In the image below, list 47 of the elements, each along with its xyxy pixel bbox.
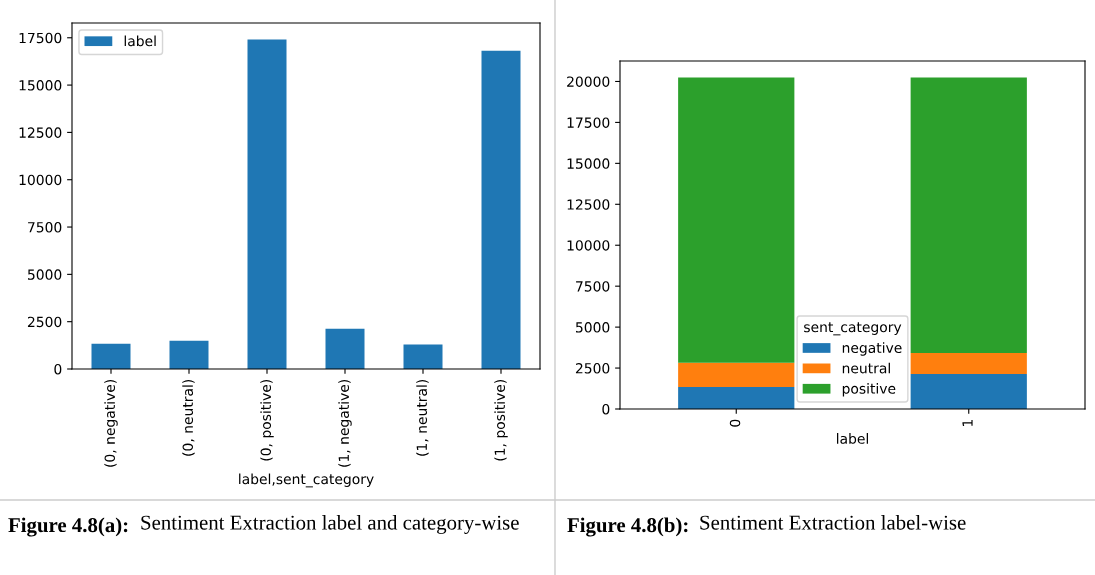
x-tick-label: (1, negative) — [338, 379, 352, 467]
bar — [678, 362, 795, 388]
legend-label: label — [124, 35, 156, 47]
y-tick-label: 5000 — [28, 269, 62, 280]
y-tick-label: 10000 — [567, 240, 610, 251]
bar — [91, 343, 131, 369]
x-tick-label: (0, neutral) — [182, 379, 195, 456]
bar — [910, 352, 1027, 375]
bar — [325, 328, 365, 369]
y-tick-label: 7500 — [576, 281, 610, 292]
bar — [169, 340, 209, 369]
x-tick-label: (0, positive) — [260, 379, 274, 461]
x-tick-label: (1, neutral) — [416, 379, 429, 456]
y-tick-label: 20000 — [567, 76, 610, 87]
y-tick-label: 15000 — [19, 80, 62, 91]
y-tick-label: 15000 — [567, 158, 610, 169]
x-tick-label: (1, positive) — [494, 379, 508, 461]
x-axis-title: label,sent_category — [239, 473, 374, 488]
legend-label: negative — [842, 342, 902, 356]
bar — [481, 50, 521, 369]
y-tick-label: 0 — [602, 403, 610, 415]
text: Sentiment Extraction label and category-wise — [141, 515, 519, 534]
y-tick-label: 12500 — [19, 127, 62, 138]
bar — [910, 77, 1027, 353]
y-tick-label: 2500 — [27, 316, 62, 328]
bar — [678, 387, 795, 409]
bar — [403, 344, 443, 369]
y-tick-label: 17500 — [19, 32, 62, 44]
y-tick-label: 12500 — [567, 199, 610, 210]
y-tick-label: 7500 — [28, 222, 62, 233]
legend-label: neutral — [842, 362, 890, 374]
text: Sentiment Extraction label-wise — [700, 515, 966, 530]
bar — [678, 77, 795, 363]
y-tick-label: 5000 — [576, 322, 610, 333]
x-axis-title: label — [837, 433, 868, 444]
y-tick-label: 0 — [54, 363, 62, 375]
x-tick-label: 0 — [729, 419, 741, 427]
x-tick-label: (0, negative) — [104, 379, 118, 467]
y-tick-label: 10000 — [19, 174, 62, 186]
y-tick-label: 2500 — [575, 363, 610, 374]
y-tick-label: 17500 — [567, 117, 610, 128]
legend-title: sent_category — [804, 322, 902, 336]
x-tick-label: 1 — [962, 420, 973, 427]
legend-label: positive — [842, 383, 896, 397]
caption: Figure 4.8(b): — [567, 517, 688, 537]
caption: Figure 4.8(a): — [8, 517, 128, 537]
bar — [247, 39, 287, 369]
